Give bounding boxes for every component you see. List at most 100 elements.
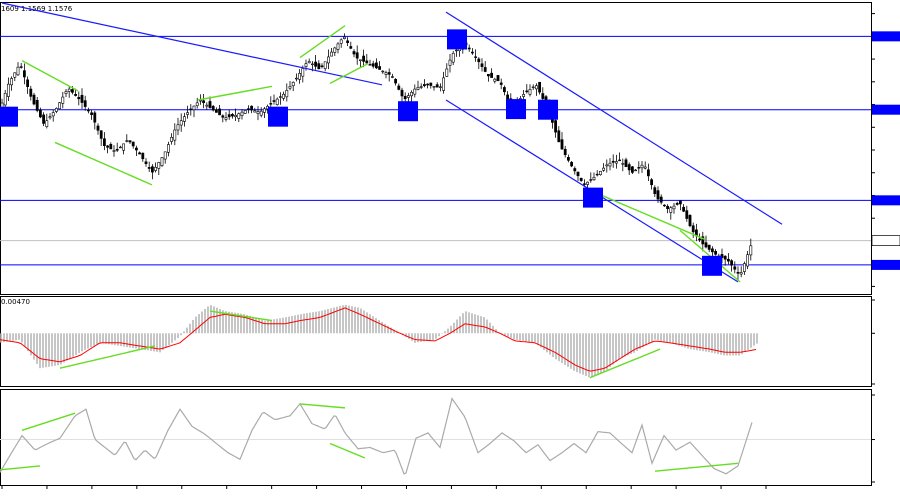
candle-body <box>253 110 257 113</box>
candle-body <box>288 86 292 89</box>
divergence-line <box>329 63 369 84</box>
candle-body <box>637 167 641 169</box>
level-price-box <box>872 259 900 270</box>
candle-body <box>298 73 302 80</box>
candle-body <box>330 51 334 57</box>
candle-body <box>474 56 478 58</box>
level-price-box <box>872 31 900 42</box>
candle-body <box>470 51 474 54</box>
candle-body <box>16 66 20 76</box>
candle-body <box>208 101 212 108</box>
candle-body <box>541 93 545 99</box>
candle-body <box>231 114 234 117</box>
candle-body <box>237 113 241 119</box>
candle-body <box>218 108 222 116</box>
candle-body <box>557 130 561 143</box>
candle-body <box>374 62 378 69</box>
cci-divergence-line <box>329 442 366 459</box>
candle-body <box>480 63 484 67</box>
candle-body <box>355 52 359 59</box>
candle-body <box>650 179 654 186</box>
candle-body <box>234 114 238 117</box>
divergence-line <box>299 25 346 59</box>
candle-body <box>42 114 46 124</box>
candle-body <box>61 96 65 104</box>
candle-body <box>189 108 193 111</box>
candle-body <box>554 120 558 133</box>
candle-body <box>221 115 225 118</box>
level-marker <box>538 99 558 120</box>
candle-body <box>275 98 279 105</box>
candle-body <box>397 85 401 90</box>
candle-body <box>749 245 753 256</box>
candle-body <box>573 168 577 172</box>
candle-body <box>502 87 506 93</box>
candle-body <box>74 94 78 96</box>
candle-body <box>611 160 615 163</box>
candle-body <box>272 100 276 102</box>
candle-body <box>365 60 369 64</box>
candle-body <box>592 176 596 181</box>
candle-body <box>624 159 628 167</box>
candle-body <box>672 205 676 210</box>
candle-body <box>7 83 10 97</box>
candle-body <box>646 169 650 177</box>
candle-body <box>678 200 682 205</box>
candle-body <box>54 108 58 112</box>
candle-body <box>384 72 388 75</box>
candle-body <box>247 108 250 110</box>
candle-body <box>403 95 407 100</box>
candle-body <box>381 70 385 73</box>
candle-body <box>640 164 644 169</box>
candle-body <box>250 105 254 111</box>
price-panel <box>0 2 872 295</box>
candle-body <box>493 78 497 82</box>
level-marker <box>583 187 603 208</box>
candle-body <box>22 70 26 78</box>
candle-body <box>707 244 711 250</box>
candle-body <box>451 53 455 63</box>
candle-body <box>115 149 119 151</box>
candle-body <box>662 204 666 207</box>
candle-body <box>141 152 145 160</box>
candle-body <box>176 124 180 131</box>
divergence-line <box>197 85 273 101</box>
candle-body <box>634 169 638 172</box>
cci-panel-frame <box>0 389 872 486</box>
cci-divergence-line <box>654 462 739 472</box>
candle-body <box>362 55 366 62</box>
cci-divergence-line <box>0 465 41 471</box>
candle-body <box>454 49 458 52</box>
candle-body <box>675 202 679 205</box>
candle-body <box>698 238 702 241</box>
cci-panel <box>0 389 872 486</box>
candle-body <box>45 120 49 127</box>
candle-body <box>621 163 625 165</box>
candle-body <box>704 242 708 248</box>
candle-body <box>167 144 170 153</box>
candle-body <box>605 164 609 167</box>
candle-body <box>586 181 590 185</box>
candle-body <box>538 81 542 93</box>
candle-body <box>358 59 362 61</box>
candle-body <box>560 139 564 150</box>
candle-body <box>691 225 695 233</box>
candle-body <box>410 92 414 97</box>
candle-body <box>103 138 106 146</box>
candle-body <box>371 63 375 67</box>
divergence-line <box>54 141 153 186</box>
candle-body <box>438 86 442 88</box>
candle-body <box>13 72 17 78</box>
candle-body <box>112 150 116 152</box>
candle-body <box>614 161 618 164</box>
axes-layer <box>1 13 900 489</box>
candle-body <box>173 129 177 141</box>
candle-body <box>99 130 103 139</box>
candle-body <box>368 64 372 66</box>
candle-body <box>282 93 286 99</box>
candle-body <box>490 72 494 78</box>
candle-body <box>262 108 266 113</box>
trendline <box>445 11 783 225</box>
divergence-line <box>21 59 79 92</box>
candle-body <box>723 255 727 260</box>
